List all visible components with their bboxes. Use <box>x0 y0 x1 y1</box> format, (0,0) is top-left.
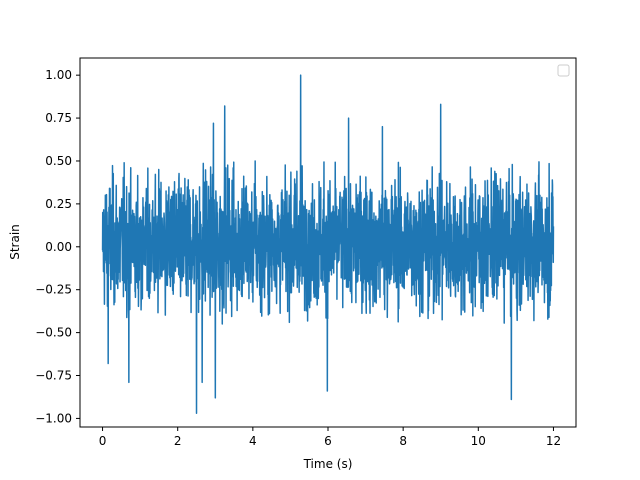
x-tick-label: 8 <box>399 434 407 448</box>
y-tick-label: 1.00 <box>45 68 72 82</box>
x-tick-label: 6 <box>324 434 332 448</box>
y-tick-label: 0.75 <box>45 111 72 125</box>
y-tick-label: 0.25 <box>45 197 72 211</box>
x-tick-label: 2 <box>174 434 182 448</box>
y-tick-label: −0.75 <box>35 369 72 383</box>
series-layer <box>101 74 555 415</box>
y-tick-label: 0.50 <box>45 154 72 168</box>
strain-series-line <box>101 74 555 415</box>
y-tick-label: −0.25 <box>35 283 72 297</box>
y-tick-label: −1.00 <box>35 411 72 425</box>
x-tick-label: 10 <box>471 434 486 448</box>
y-axis-label: Strain <box>8 224 22 260</box>
y-axis-ticks: −1.00 −0.75 −0.50 −0.25 0.00 0.25 0.50 0.75 1.00 <box>35 68 80 425</box>
y-tick-label: 0.00 <box>45 240 72 254</box>
x-tick-label: 0 <box>99 434 107 448</box>
legend-box <box>557 64 570 77</box>
x-tick-label: 12 <box>546 434 561 448</box>
x-tick-label: 4 <box>249 434 257 448</box>
x-axis-label: Time (s) <box>303 457 353 471</box>
y-tick-label: −0.50 <box>35 326 72 340</box>
x-axis-ticks: 0 2 4 6 8 10 12 <box>99 427 561 448</box>
